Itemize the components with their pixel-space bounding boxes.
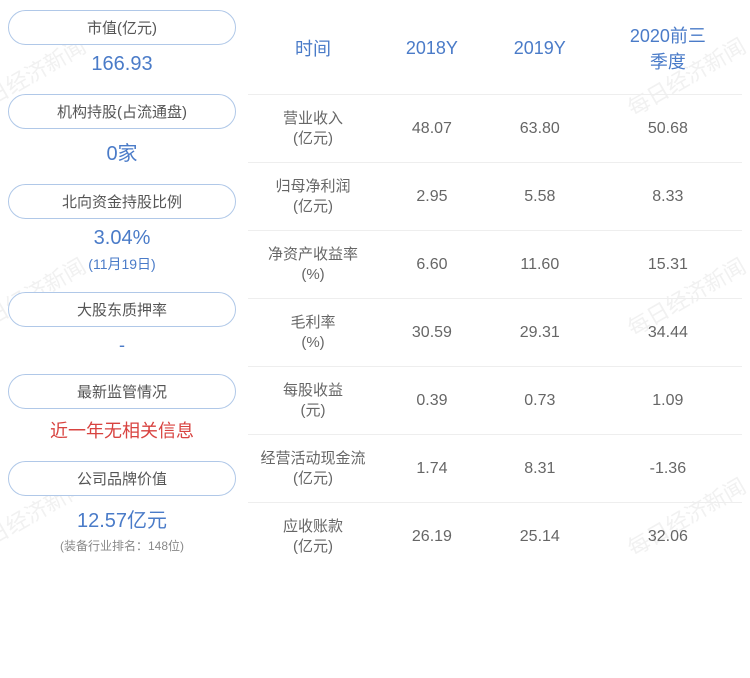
data-cell: 11.60: [486, 231, 594, 299]
data-cell: 30.59: [378, 299, 486, 367]
metric-value: 0家: [8, 137, 236, 166]
row-label: 每股收益 (元): [248, 367, 378, 435]
data-cell: 48.07: [378, 95, 486, 163]
table-row: 每股收益 (元)0.390.731.09: [248, 367, 742, 435]
metric-sub: (11月19日): [8, 254, 236, 274]
row-label: 净资产收益率 (%): [248, 231, 378, 299]
table-row: 营业收入 (亿元)48.0763.8050.68: [248, 95, 742, 163]
data-cell: 6.60: [378, 231, 486, 299]
metric-value: -: [8, 335, 236, 356]
data-cell: 8.31: [486, 435, 594, 503]
data-cell: 0.39: [378, 367, 486, 435]
data-cell: 15.31: [594, 231, 742, 299]
left-panel: 市值(亿元) 166.93 机构持股(占流通盘) 0家北向资金持股比例 3.04% (11…: [8, 10, 248, 668]
data-cell: 1.74: [378, 435, 486, 503]
row-label: 营业收入 (亿元): [248, 95, 378, 163]
metric-label: 公司品牌价值: [8, 461, 236, 496]
row-label: 应收账款 (亿元): [248, 503, 378, 571]
metric-label: 北向资金持股比例: [8, 184, 236, 219]
metric-note: (装备行业排名：148位): [8, 537, 236, 554]
column-header: 2020前三 季度: [594, 10, 742, 95]
metric-label: 最新监管情况: [8, 374, 236, 409]
metric-value: 166.93: [8, 53, 236, 76]
table-row: 应收账款 (亿元)26.1925.1432.06: [248, 503, 742, 571]
metric-value: 近一年无相关信息: [8, 417, 236, 443]
table-row: 经营活动现金流 (亿元)1.748.31-1.36: [248, 435, 742, 503]
column-header: 2018Y: [378, 10, 486, 95]
data-cell: 29.31: [486, 299, 594, 367]
column-header: 2019Y: [486, 10, 594, 95]
column-header: 时间: [248, 10, 378, 95]
data-cell: -1.36: [594, 435, 742, 503]
row-label: 归母净利润 (亿元): [248, 163, 378, 231]
row-label: 经营活动现金流 (亿元): [248, 435, 378, 503]
right-panel: 时间2018Y2019Y2020前三 季度 营业收入 (亿元)48.0763.8…: [248, 10, 742, 668]
table-row: 毛利率 (%)30.5929.3134.44: [248, 299, 742, 367]
metric-value: 12.57亿元: [8, 504, 236, 533]
data-cell: 1.09: [594, 367, 742, 435]
table-row: 净资产收益率 (%)6.6011.6015.31: [248, 231, 742, 299]
data-cell: 2.95: [378, 163, 486, 231]
table-row: 归母净利润 (亿元)2.955.588.33: [248, 163, 742, 231]
financial-table: 时间2018Y2019Y2020前三 季度 营业收入 (亿元)48.0763.8…: [248, 10, 742, 570]
data-cell: 63.80: [486, 95, 594, 163]
data-cell: 5.58: [486, 163, 594, 231]
data-cell: 25.14: [486, 503, 594, 571]
data-cell: 32.06: [594, 503, 742, 571]
data-cell: 34.44: [594, 299, 742, 367]
metric-label: 市值(亿元): [8, 10, 236, 45]
row-label: 毛利率 (%): [248, 299, 378, 367]
data-cell: 8.33: [594, 163, 742, 231]
metric-label: 大股东质押率: [8, 292, 236, 327]
data-cell: 26.19: [378, 503, 486, 571]
metric-label: 机构持股(占流通盘): [8, 94, 236, 129]
data-cell: 50.68: [594, 95, 742, 163]
data-cell: 0.73: [486, 367, 594, 435]
metric-value: 3.04%: [8, 227, 236, 250]
